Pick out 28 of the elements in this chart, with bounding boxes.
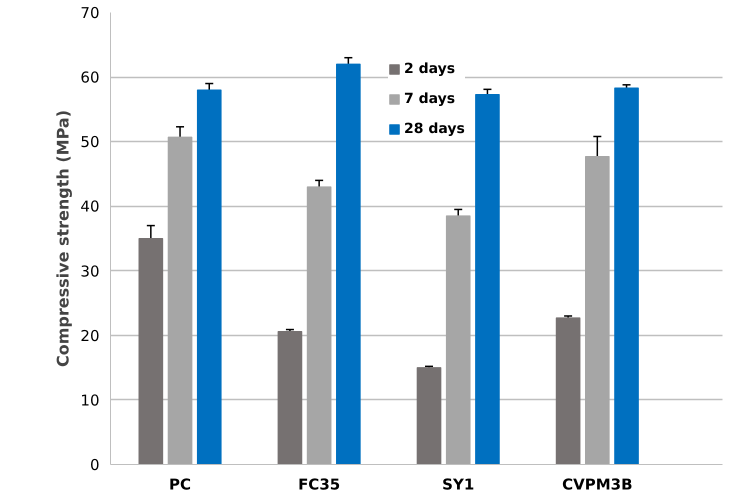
bar (138, 238, 164, 464)
bar (614, 88, 639, 464)
bar (196, 89, 222, 464)
y-axis-title: Compressive strength (MPa) (53, 110, 72, 367)
x-tick-label: SY1 (442, 476, 474, 494)
legend-label: 7 days (404, 91, 456, 107)
bar (168, 136, 192, 464)
bar (584, 156, 610, 464)
y-tick-label: 50 (80, 133, 100, 152)
bar (416, 367, 442, 464)
legend-label: 2 days (404, 61, 456, 77)
y-tick-label: 40 (80, 198, 100, 216)
y-tick-label: 70 (80, 4, 100, 22)
y-tick-label: 10 (80, 391, 100, 410)
bar (306, 186, 332, 464)
y-tick-label: 20 (80, 326, 100, 345)
x-tick-label: PC (169, 476, 192, 494)
y-tick-label: 60 (80, 68, 100, 87)
x-tick-label: FC35 (298, 476, 340, 494)
x-tick-label: CVPM3B (562, 476, 633, 494)
bar (556, 317, 580, 464)
bar (475, 94, 500, 464)
legend-label: 28 days (404, 121, 465, 137)
bar (278, 330, 302, 464)
bar (336, 64, 361, 464)
bar (446, 215, 471, 464)
y-tick-label: 30 (80, 262, 100, 280)
y-tick-label: 0 (90, 456, 100, 474)
